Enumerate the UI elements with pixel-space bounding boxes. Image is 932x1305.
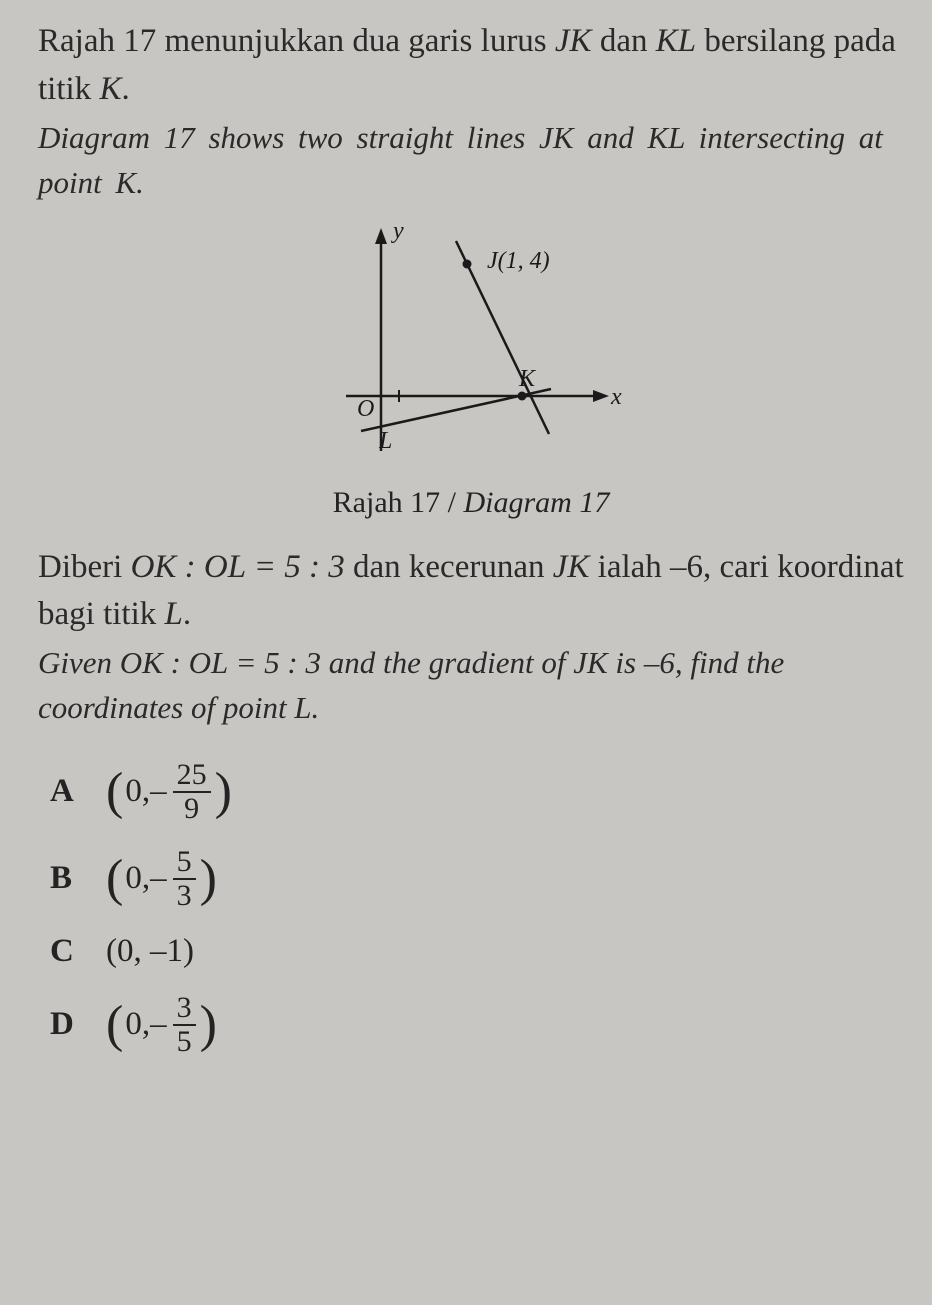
given-m-ratio: OK : OL = 5 : 3 [131,549,345,585]
option-d-body: ( 0, – 3 5 ) [106,992,217,1057]
q-eng-text: Diagram 17 shows two straight lines JK a… [38,120,883,200]
option-d-num: 3 [173,992,196,1024]
option-a-zero: 0, [125,773,150,810]
option-c-body: (0, –1) [106,933,194,970]
q-malay-jk: JK [555,23,592,59]
lparen-icon: ( [106,1009,123,1040]
given-m-jk: JK [553,549,590,585]
question-malay: Rajah 17 menunjukkan dua garis lurus JK … [38,18,904,114]
option-b-den: 3 [173,880,196,912]
option-b-neg: – [150,860,167,897]
option-c: C (0, –1) [50,933,904,970]
option-d-frac: 3 5 [173,992,196,1057]
lparen-icon: ( [106,863,123,894]
diagram-svg: y x J(1, 4) K O L [291,216,651,476]
q-malay-kl: KL [656,23,696,59]
option-a-neg: – [150,773,167,810]
option-c-plain: (0, –1) [106,933,194,970]
option-a: A ( 0, – 25 9 ) [50,759,904,824]
point-k-label: K [518,366,537,392]
option-c-letter: C [50,933,106,970]
option-d-neg: – [150,1006,167,1043]
given-m-a: Diberi [38,549,131,585]
option-d-zero: 0, [125,1006,150,1043]
option-b-zero: 0, [125,860,150,897]
caption-english: Diagram 17 [463,486,609,519]
given-m-b: dan kecerunan [345,549,553,585]
option-b: B ( 0, – 5 3 ) [50,846,904,911]
option-b-frac: 5 3 [173,846,196,911]
rparen-icon: ) [200,863,217,894]
given-block: Diberi OK : OL = 5 : 3 dan kecerunan JK … [38,544,904,732]
given-m-d: . [183,596,191,632]
option-a-body: ( 0, – 25 9 ) [106,759,232,824]
q-malay-mid: dan [592,23,656,59]
caption-malay: Rajah 17 [333,486,440,519]
rparen-icon: ) [200,1009,217,1040]
diagram-caption: Rajah 17 / Diagram 17 [333,486,610,520]
q-malay-end: . [121,71,129,107]
origin-label: O [357,396,374,422]
option-b-body: ( 0, – 5 3 ) [106,846,217,911]
option-a-den: 9 [180,793,203,825]
question-english: Diagram 17 shows two straight lines JK a… [38,116,904,206]
option-a-num: 25 [173,759,211,791]
option-d-den: 5 [173,1026,196,1058]
rparen-icon: ) [215,776,232,807]
point-j-label: J(1, 4) [487,248,550,274]
x-axis-label: x [610,384,622,410]
y-axis-label: y [391,218,404,244]
caption-sep: / [440,486,463,519]
point-l-label: L [378,428,392,454]
option-b-letter: B [50,860,106,897]
option-b-num: 5 [173,846,196,878]
given-malay: Diberi OK : OL = 5 : 3 dan kecerunan JK … [38,544,904,640]
diagram-region: y x J(1, 4) K O L Rajah 17 / Diagram 17 [38,216,904,520]
options-list: A ( 0, – 25 9 ) B ( 0, – 5 3 ) [38,759,904,1057]
option-d-letter: D [50,1006,106,1043]
given-english: Given OK : OL = 5 : 3 and the gradient o… [38,641,904,731]
q-malay-part1: Rajah 17 menunjukkan dua garis lurus [38,23,555,59]
option-a-letter: A [50,773,106,810]
option-a-frac: 25 9 [173,759,211,824]
given-m-l: L [165,596,183,632]
lparen-icon: ( [106,776,123,807]
q-malay-k: K [99,71,121,107]
given-eng-text: Given OK : OL = 5 : 3 and the gradient o… [38,645,784,725]
option-d: D ( 0, – 3 5 ) [50,992,904,1057]
